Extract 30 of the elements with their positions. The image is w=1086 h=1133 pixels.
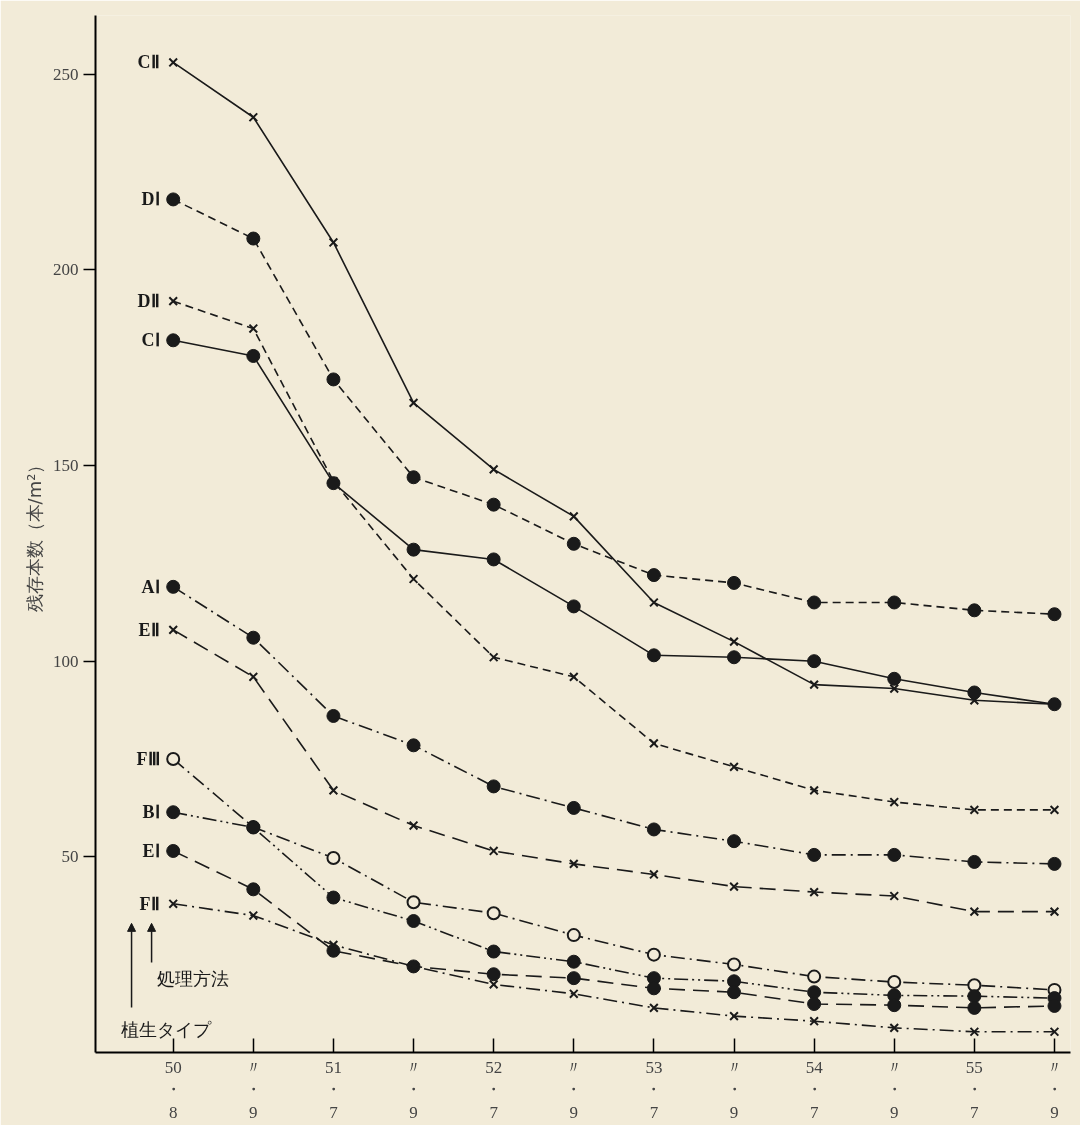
x-tick-label: 〃・9 — [725, 1057, 743, 1123]
x-tick-label: 50・8 — [164, 1057, 182, 1123]
x-tick-label: 54・7 — [805, 1057, 824, 1123]
series-label: DⅡ — [137, 291, 160, 312]
series-label: EⅠ — [142, 840, 160, 861]
y-tick-label: 100 — [53, 651, 79, 671]
series-label: CⅡ — [137, 52, 160, 73]
series-label: BⅠ — [142, 802, 160, 823]
series-label: DⅠ — [141, 189, 160, 210]
x-tick-label: 51・7 — [324, 1057, 342, 1123]
y-tick-label: 150 — [53, 456, 79, 476]
series-label: FⅡ — [139, 893, 160, 914]
y-tick-label: 200 — [53, 260, 79, 280]
x-tick-label: 〃・9 — [885, 1057, 903, 1123]
x-tick-label: 55・7 — [965, 1057, 983, 1123]
y-axis-title: 残存本数（本/m²） — [24, 455, 45, 613]
x-tick-label: 〃・9 — [1045, 1057, 1063, 1123]
x-tick-label: 〃・9 — [565, 1057, 583, 1123]
series-label: EⅡ — [138, 619, 160, 640]
x-tick-label: 53・7 — [645, 1057, 663, 1123]
series-label: CⅠ — [141, 330, 160, 351]
annotation: 処理方法 — [157, 967, 230, 989]
series-label: FⅢ — [136, 749, 160, 770]
x-tick-label: 〃・9 — [244, 1057, 262, 1123]
y-tick-label: 50 — [61, 847, 79, 867]
x-tick-label: 52・7 — [485, 1057, 503, 1123]
x-tick-label: 〃・9 — [405, 1057, 423, 1123]
y-tick-label: 250 — [53, 64, 79, 84]
series-label: AⅠ — [141, 576, 160, 597]
annotation: 植生タイプ — [121, 1018, 213, 1040]
